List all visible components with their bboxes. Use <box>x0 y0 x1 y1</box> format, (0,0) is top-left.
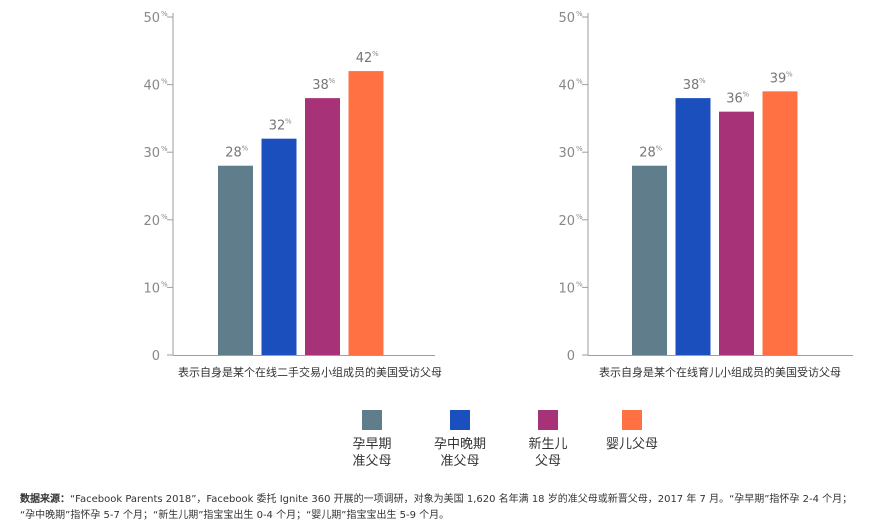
y-tick-unit: % <box>576 213 583 221</box>
legend-item-early-pregnancy: 孕早期 准父母 <box>327 410 417 470</box>
y-tick-unit: % <box>576 280 583 288</box>
y-tick-unit: % <box>576 145 583 153</box>
bar <box>632 165 667 355</box>
legend-swatch <box>450 410 470 430</box>
y-tick-label: 30 <box>558 146 575 161</box>
bar-value-unit: % <box>242 145 249 153</box>
source-line1: 数据来源：“Facebook Parents 2018”，Facebook 委托… <box>20 492 870 508</box>
bar <box>261 138 297 355</box>
legend-item-infant-parents: 婴儿父母 <box>587 410 677 453</box>
legend-label-line1: 新生儿 <box>528 437 568 452</box>
legend-label: 婴儿父母 <box>587 436 677 453</box>
bar <box>218 165 253 355</box>
y-tick-unit: % <box>161 145 168 153</box>
legend-item-newborn-parents: 新生儿 父母 <box>503 410 593 470</box>
y-tick-label: 30 <box>143 146 160 161</box>
y-tick-label: 20 <box>143 214 160 229</box>
bar-value-unit: % <box>372 50 379 58</box>
legend-item-mid-late-pregnancy: 孕中晚期 准父母 <box>415 410 505 470</box>
legend-label-line1: 孕早期 <box>352 437 392 452</box>
legend-label-line1: 婴儿父母 <box>605 437 658 452</box>
y-tick-label: 0 <box>152 349 160 364</box>
y-tick-label: 0 <box>567 349 575 364</box>
y-tick-label: 10 <box>558 281 575 296</box>
bar-value-label: 39 <box>770 71 787 86</box>
bar-value-label: 32 <box>269 119 286 134</box>
charts-area: 010 %20 %30 %40 %50 %28 %32 %38 %42 %表示自身是某个在线二手交… <box>143 10 853 379</box>
bar-value-unit: % <box>786 70 793 78</box>
bar-value-unit: % <box>743 91 750 99</box>
legend-swatch <box>622 410 642 430</box>
legend-swatch <box>538 410 558 430</box>
legend-label-line2: 父母 <box>534 454 561 469</box>
y-tick-unit: % <box>576 10 583 18</box>
y-tick-unit: % <box>161 10 168 18</box>
legend-label-line2: 准父母 <box>440 454 480 469</box>
bar-value-unit: % <box>699 77 706 85</box>
source-text-line1: “Facebook Parents 2018”，Facebook 委托 Igni… <box>70 494 853 505</box>
bar <box>762 91 798 356</box>
y-tick-label: 50 <box>143 11 160 26</box>
bar-value-label: 38 <box>312 78 329 93</box>
y-tick-label: 40 <box>558 79 575 94</box>
y-tick-unit: % <box>161 213 168 221</box>
y-tick-unit: % <box>161 280 168 288</box>
source-text-line2: “孕中晚期”指怀孕 5-7 个月；“新生儿期”指宝宝出生 0-4 个月；“婴儿期… <box>20 510 450 521</box>
source-label: 数据来源： <box>20 494 70 505</box>
bar-value-label: 28 <box>639 146 656 161</box>
legend-label-line2: 准父母 <box>352 454 392 469</box>
bar-value-label: 42 <box>356 51 373 66</box>
bar-value-unit: % <box>285 118 292 126</box>
bar-value-label: 38 <box>683 78 700 93</box>
x-axis-label: 表示自身是某个在线育儿小组成员的美国受访父母 <box>599 365 841 379</box>
bar <box>719 111 754 355</box>
y-tick-unit: % <box>576 78 583 86</box>
source-note: 数据来源：“Facebook Parents 2018”，Facebook 委托… <box>20 492 870 524</box>
bar <box>305 98 340 356</box>
bar-value-label: 36 <box>726 92 743 107</box>
bar <box>675 98 711 356</box>
bar-value-unit: % <box>329 77 336 85</box>
legend-label: 孕中晚期 准父母 <box>415 436 505 470</box>
legend-swatch <box>362 410 382 430</box>
legend: 孕早期 准父母 孕中晚期 准父母 新生儿 父母 婴儿父母 <box>0 410 883 470</box>
x-axis-label: 表示自身是某个在线二手交易小组成员的美国受访父母 <box>178 365 442 379</box>
bar-value-unit: % <box>656 145 663 153</box>
y-tick-label: 40 <box>143 79 160 94</box>
legend-label-line1: 孕中晚期 <box>433 437 486 452</box>
legend-label: 孕早期 准父母 <box>327 436 417 470</box>
bar-value-label: 28 <box>225 146 242 161</box>
y-tick-unit: % <box>161 78 168 86</box>
y-tick-label: 10 <box>143 281 160 296</box>
legend-label: 新生儿 父母 <box>503 436 593 470</box>
bar <box>348 71 384 355</box>
y-tick-label: 20 <box>558 214 575 229</box>
y-tick-label: 50 <box>558 11 575 26</box>
